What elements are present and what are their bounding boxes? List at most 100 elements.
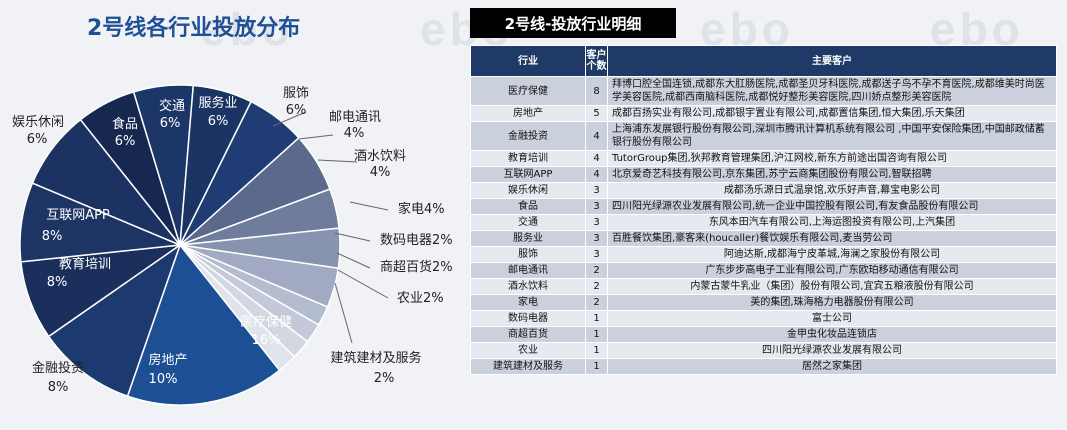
industry-cell: 农业 <box>470 342 586 359</box>
pie-slice-value: 8% <box>47 275 68 290</box>
detail-table-title: 2号线-投放行业明细 <box>470 8 676 38</box>
leader-line <box>298 134 334 140</box>
count-cell: 3 <box>585 182 608 199</box>
count-cell: 2 <box>585 294 608 311</box>
pie-slice-label: 食品 <box>112 116 138 132</box>
leader-line <box>336 252 371 269</box>
table-row: 商超百货 1 金甲虫化妆品连锁店 <box>470 326 1057 343</box>
pie-slice-value: 4% <box>344 126 365 141</box>
industry-cell: 金融投资 <box>470 121 586 151</box>
table-row: 互联网APP 4 北京爱奇艺科技有限公司,京东集团,苏宁云商集团股份有限公司,智联招… <box>470 166 1057 183</box>
pie-slice-label: 金融投资 <box>32 360 84 376</box>
count-cell: 4 <box>585 121 608 151</box>
pie-slice-label: 家电4% <box>398 201 445 217</box>
pie-slice-value: 8% <box>48 380 69 395</box>
count-cell: 2 <box>585 278 608 295</box>
pie-slice-label: 互联网APP <box>46 208 110 223</box>
clients-cell: 四川阳光绿源农业发展有限公司 <box>607 342 1057 359</box>
pie-slice-value: 4% <box>370 165 391 180</box>
leader-line <box>334 232 371 242</box>
industry-cell: 互联网APP <box>470 166 586 183</box>
pie-slice-value: 6% <box>286 103 307 118</box>
pie-slice-value: 6% <box>160 116 181 131</box>
table-row: 交通 3 东风本田汽车有限公司,上海运图投资有限公司,上汽集团 <box>470 214 1057 231</box>
clients-cell: 上海浦东发展银行股份有限公司,深圳市腾讯计算机系统有限公司 ,中国平安保险集团,… <box>607 121 1057 151</box>
leader-line <box>272 111 307 127</box>
count-cell: 2 <box>585 262 608 279</box>
pie-slice <box>126 243 281 406</box>
table-row: 医疗保健 8 拜博口腔全国连锁,成都东大肛肠医院,成都圣贝牙科医院,成都送子鸟不孕不… <box>470 76 1057 106</box>
pie-slice-value: 16% <box>252 333 281 348</box>
clients-cell: 金甲虫化妆品连锁店 <box>607 326 1057 343</box>
column-header-clients: 主要客户 <box>607 45 1057 77</box>
count-cell: 3 <box>585 198 608 215</box>
industry-cell: 交通 <box>470 214 586 231</box>
table-row: 酒水饮料 2 内蒙古蒙牛乳业（集团）股份有限公司,宜宾五粮液股份有限公司 <box>470 278 1057 295</box>
industry-cell: 建筑建材及服务 <box>470 358 586 375</box>
leader-line <box>337 269 389 299</box>
industry-cell: 酒水饮料 <box>470 278 586 295</box>
pie-slice-label: 农业2% <box>397 291 444 306</box>
leader-line <box>334 282 353 344</box>
table-row: 服务业 3 百胜餐饮集团,豪客来(houcaller)餐饮娱乐有限公司,麦当劳公司 <box>470 230 1057 247</box>
count-cell: 1 <box>585 342 608 359</box>
pie-slice-label: 交通 <box>159 98 185 114</box>
table-row: 金融投资 4 上海浦东发展银行股份有限公司,深圳市腾讯计算机系统有限公司 ,中国平安… <box>470 121 1057 151</box>
count-cell: 1 <box>585 358 608 375</box>
count-cell: 3 <box>585 246 608 263</box>
table-row: 农业 1 四川阳光绿源农业发展有限公司 <box>470 342 1057 359</box>
pie-slice-value: 6% <box>27 132 48 147</box>
count-cell: 4 <box>585 166 608 183</box>
count-cell: 1 <box>585 310 608 327</box>
clients-cell: TutorGroup集团,狄邦教育管理集团,沪江网校,新东方前途出国咨询有限公司 <box>607 150 1057 167</box>
clients-cell: 内蒙古蒙牛乳业（集团）股份有限公司,宜宾五粮液股份有限公司 <box>607 278 1057 295</box>
table-row: 邮电通讯 2 广东步步高电子工业有限公司,广东欧珀移动通信有限公司 <box>470 262 1057 279</box>
table-row: 食品 3 四川阳光绿源农业发展有限公司,统一企业中国控股有限公司,有友食品股份有限公… <box>470 198 1057 215</box>
table-row: 数码电器 1 富士公司 <box>470 310 1057 327</box>
table-row: 建筑建材及服务 1 居然之家集团 <box>470 358 1057 375</box>
leader-line <box>349 201 389 211</box>
pie-slice-label: 服务业 <box>198 95 237 111</box>
pie-slice-value: 6% <box>115 134 136 149</box>
table-row: 服饰 3 阿迪达斯,成都海宁皮革城,海澜之家股份有限公司 <box>470 246 1057 263</box>
table-row: 房地产 5 成都百扬实业有限公司,成都银宇置业有限公司,成都置信集团,恒大集团,乐天… <box>470 105 1057 122</box>
industry-cell: 数码电器 <box>470 310 586 327</box>
count-cell: 3 <box>585 214 608 231</box>
industry-cell: 服务业 <box>470 230 586 247</box>
pie-slice-label: 娱乐休闲 <box>12 115 64 130</box>
table-header-row: 行业 客户个数 主要客户 <box>470 45 1057 77</box>
leader-line <box>317 159 358 163</box>
industry-cell: 医疗保健 <box>470 76 586 106</box>
clients-cell: 成都百扬实业有限公司,成都银宇置业有限公司,成都置信集团,恒大集团,乐天集团 <box>607 105 1057 122</box>
table-row: 家电 2 美的集团,珠海格力电器股份有限公司 <box>470 294 1057 311</box>
industry-cell: 食品 <box>470 198 586 215</box>
pie-slice-label: 商超百货2% <box>380 259 453 275</box>
clients-cell: 富士公司 <box>607 310 1057 327</box>
pie-slice-label: 教育培训 <box>59 256 111 272</box>
column-header-industry: 行业 <box>470 45 586 77</box>
count-cell: 5 <box>585 105 608 122</box>
pie-slice-label: 酒水饮料 <box>354 149 406 164</box>
count-cell: 4 <box>585 150 608 167</box>
industry-cell: 娱乐休闲 <box>470 182 586 199</box>
clients-cell: 成都汤乐源日式温泉馆,欢乐好声音,幕宝电影公司 <box>607 182 1057 199</box>
clients-cell: 百胜餐饮集团,豪客来(houcaller)餐饮娱乐有限公司,麦当劳公司 <box>607 230 1057 247</box>
detail-table: 行业 客户个数 主要客户 医疗保健 8 拜博口腔全国连锁,成都东大肛肠医院,成都圣贝… <box>470 45 1057 375</box>
industry-cell: 邮电通讯 <box>470 262 586 279</box>
count-cell: 3 <box>585 230 608 247</box>
industry-cell: 家电 <box>470 294 586 311</box>
clients-cell: 北京爱奇艺科技有限公司,京东集团,苏宁云商集团股份有限公司,智联招聘 <box>607 166 1057 183</box>
industry-cell: 服饰 <box>470 246 586 263</box>
clients-cell: 拜博口腔全国连锁,成都东大肛肠医院,成都圣贝牙科医院,成都送子鸟不孕不育医院,成… <box>607 76 1057 106</box>
clients-cell: 美的集团,珠海格力电器股份有限公司 <box>607 294 1057 311</box>
pie-slice <box>179 84 253 246</box>
industry-cell: 教育培训 <box>470 150 586 167</box>
count-cell: 8 <box>585 76 608 106</box>
pie-slice-label: 建筑建材及服务 <box>330 350 421 366</box>
pie-slice-label: 服饰 <box>283 86 309 101</box>
pie-slice-value: 6% <box>208 114 229 129</box>
pie-slice-label: 房地产 <box>148 352 187 368</box>
column-header-count: 客户个数 <box>585 45 608 77</box>
clients-cell: 居然之家集团 <box>607 358 1057 375</box>
pie-slice-value: 8% <box>42 229 63 244</box>
